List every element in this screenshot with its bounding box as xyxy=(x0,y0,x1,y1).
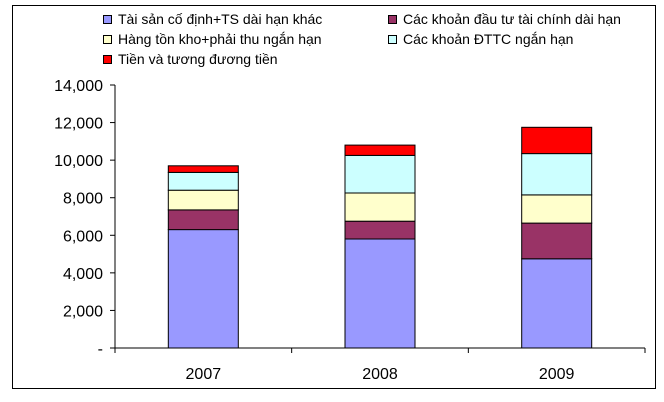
legend-item-cash: Tiền và tương đương tiền xyxy=(103,51,278,67)
axes-group: - 2,000 4,000 6,000 8,000 10,000 12,000 14,000 2… xyxy=(54,78,646,383)
y-tick-label: 4,000 xyxy=(63,266,103,283)
legend-label: Tiền và tương đương tiền xyxy=(118,51,278,67)
legend-label: Hàng tồn kho+phải thu ngắn hạn xyxy=(118,31,322,47)
legend-item-fixed-assets: Tài sản cố định+TS dài hạn khác xyxy=(103,11,322,27)
legend-label: Tài sản cố định+TS dài hạn khác xyxy=(118,11,323,27)
bar-segment-2009-s1 xyxy=(521,222,593,260)
legend-swatch xyxy=(103,54,112,64)
y-tick-label: 12,000 xyxy=(54,116,103,133)
legend-swatch xyxy=(103,34,112,44)
legend-item-long-term-investments: Các khoản đầu tư tài chính dài hạn xyxy=(388,11,621,27)
bar-segment-2008-s2 xyxy=(344,192,416,222)
y-tick-label: 14,000 xyxy=(54,78,103,95)
legend-item-short-term-investments: Các khoản ĐTTC ngắn hạn xyxy=(388,31,573,47)
legend-label: Các khoản đầu tư tài chính dài hạn xyxy=(403,11,621,27)
y-tick-label: 8,000 xyxy=(63,191,103,208)
bar-segment-2008-s1 xyxy=(344,220,416,240)
legend: Tài sản cố định+TS dài hạn khác Các khoả… xyxy=(103,11,663,81)
y-tick-label: - xyxy=(98,341,103,358)
y-tick-label: 10,000 xyxy=(54,153,103,170)
y-tick-label: 2,000 xyxy=(63,303,103,320)
legend-swatch xyxy=(388,14,397,24)
bar-segment-2007-s2 xyxy=(167,189,239,211)
bar-segment-2007-s3 xyxy=(167,171,239,191)
legend-label: Các khoản ĐTTC ngắn hạn xyxy=(403,31,574,47)
x-tick-label: 2008 xyxy=(362,366,398,383)
bar-segment-2007-s0 xyxy=(167,229,239,349)
x-tick-label: 2007 xyxy=(186,366,222,383)
y-tick-label: 6,000 xyxy=(63,228,103,245)
bar-segment-2009-s0 xyxy=(521,258,593,349)
bar-segment-2009-s4 xyxy=(521,126,593,155)
bar-segment-2009-s3 xyxy=(521,153,593,196)
bar-segment-2007-s1 xyxy=(167,209,239,231)
bars-group xyxy=(167,126,593,349)
bar-segment-2007-s4 xyxy=(167,165,239,173)
x-tick-label: 2009 xyxy=(539,366,575,383)
bar-segment-2008-s3 xyxy=(344,154,416,194)
legend-item-inventory-receivables: Hàng tồn kho+phải thu ngắn hạn xyxy=(103,31,322,47)
bar-segment-2008-s4 xyxy=(344,144,416,156)
legend-swatch xyxy=(388,34,397,44)
bar-segment-2008-s0 xyxy=(344,238,416,349)
bar-segment-2009-s2 xyxy=(521,194,593,224)
legend-swatch xyxy=(103,14,112,24)
